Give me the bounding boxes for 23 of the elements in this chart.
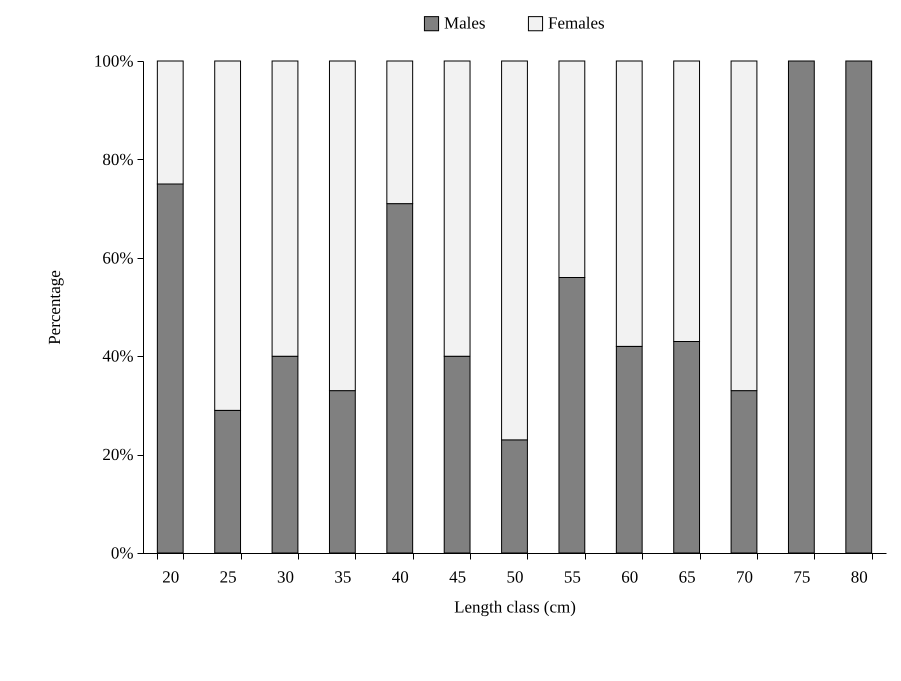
y-tick-label: 40% bbox=[102, 346, 134, 366]
x-tick-label: 50 bbox=[506, 568, 524, 586]
x-tick-label: 55 bbox=[564, 568, 581, 586]
x-tick-label: 45 bbox=[449, 568, 466, 586]
y-tick-label: 0% bbox=[110, 544, 134, 562]
x-tick-label: 75 bbox=[793, 568, 810, 586]
y-tick-label: 60% bbox=[102, 248, 134, 268]
x-tick-label: 30 bbox=[277, 568, 294, 586]
legend-label: Females bbox=[548, 14, 605, 33]
x-tick-label: 25 bbox=[220, 568, 237, 586]
y-axis-title: Percentage bbox=[44, 270, 64, 345]
x-tick-label: 80 bbox=[850, 568, 868, 586]
x-tick-label: 35 bbox=[334, 568, 352, 586]
x-tick-label: 70 bbox=[736, 568, 753, 586]
x-tick-label: 65 bbox=[678, 568, 696, 586]
y-tick-label: 100% bbox=[94, 52, 134, 70]
legend-label: Males bbox=[444, 14, 486, 33]
y-tick-label: 20% bbox=[102, 445, 134, 464]
x-tick-label: 40 bbox=[392, 568, 409, 586]
y-tick-label: 80% bbox=[102, 150, 134, 169]
x-tick-label: 20 bbox=[162, 568, 180, 586]
x-axis-title: Length class (cm) bbox=[454, 598, 576, 616]
x-tick-label: 60 bbox=[621, 568, 638, 586]
